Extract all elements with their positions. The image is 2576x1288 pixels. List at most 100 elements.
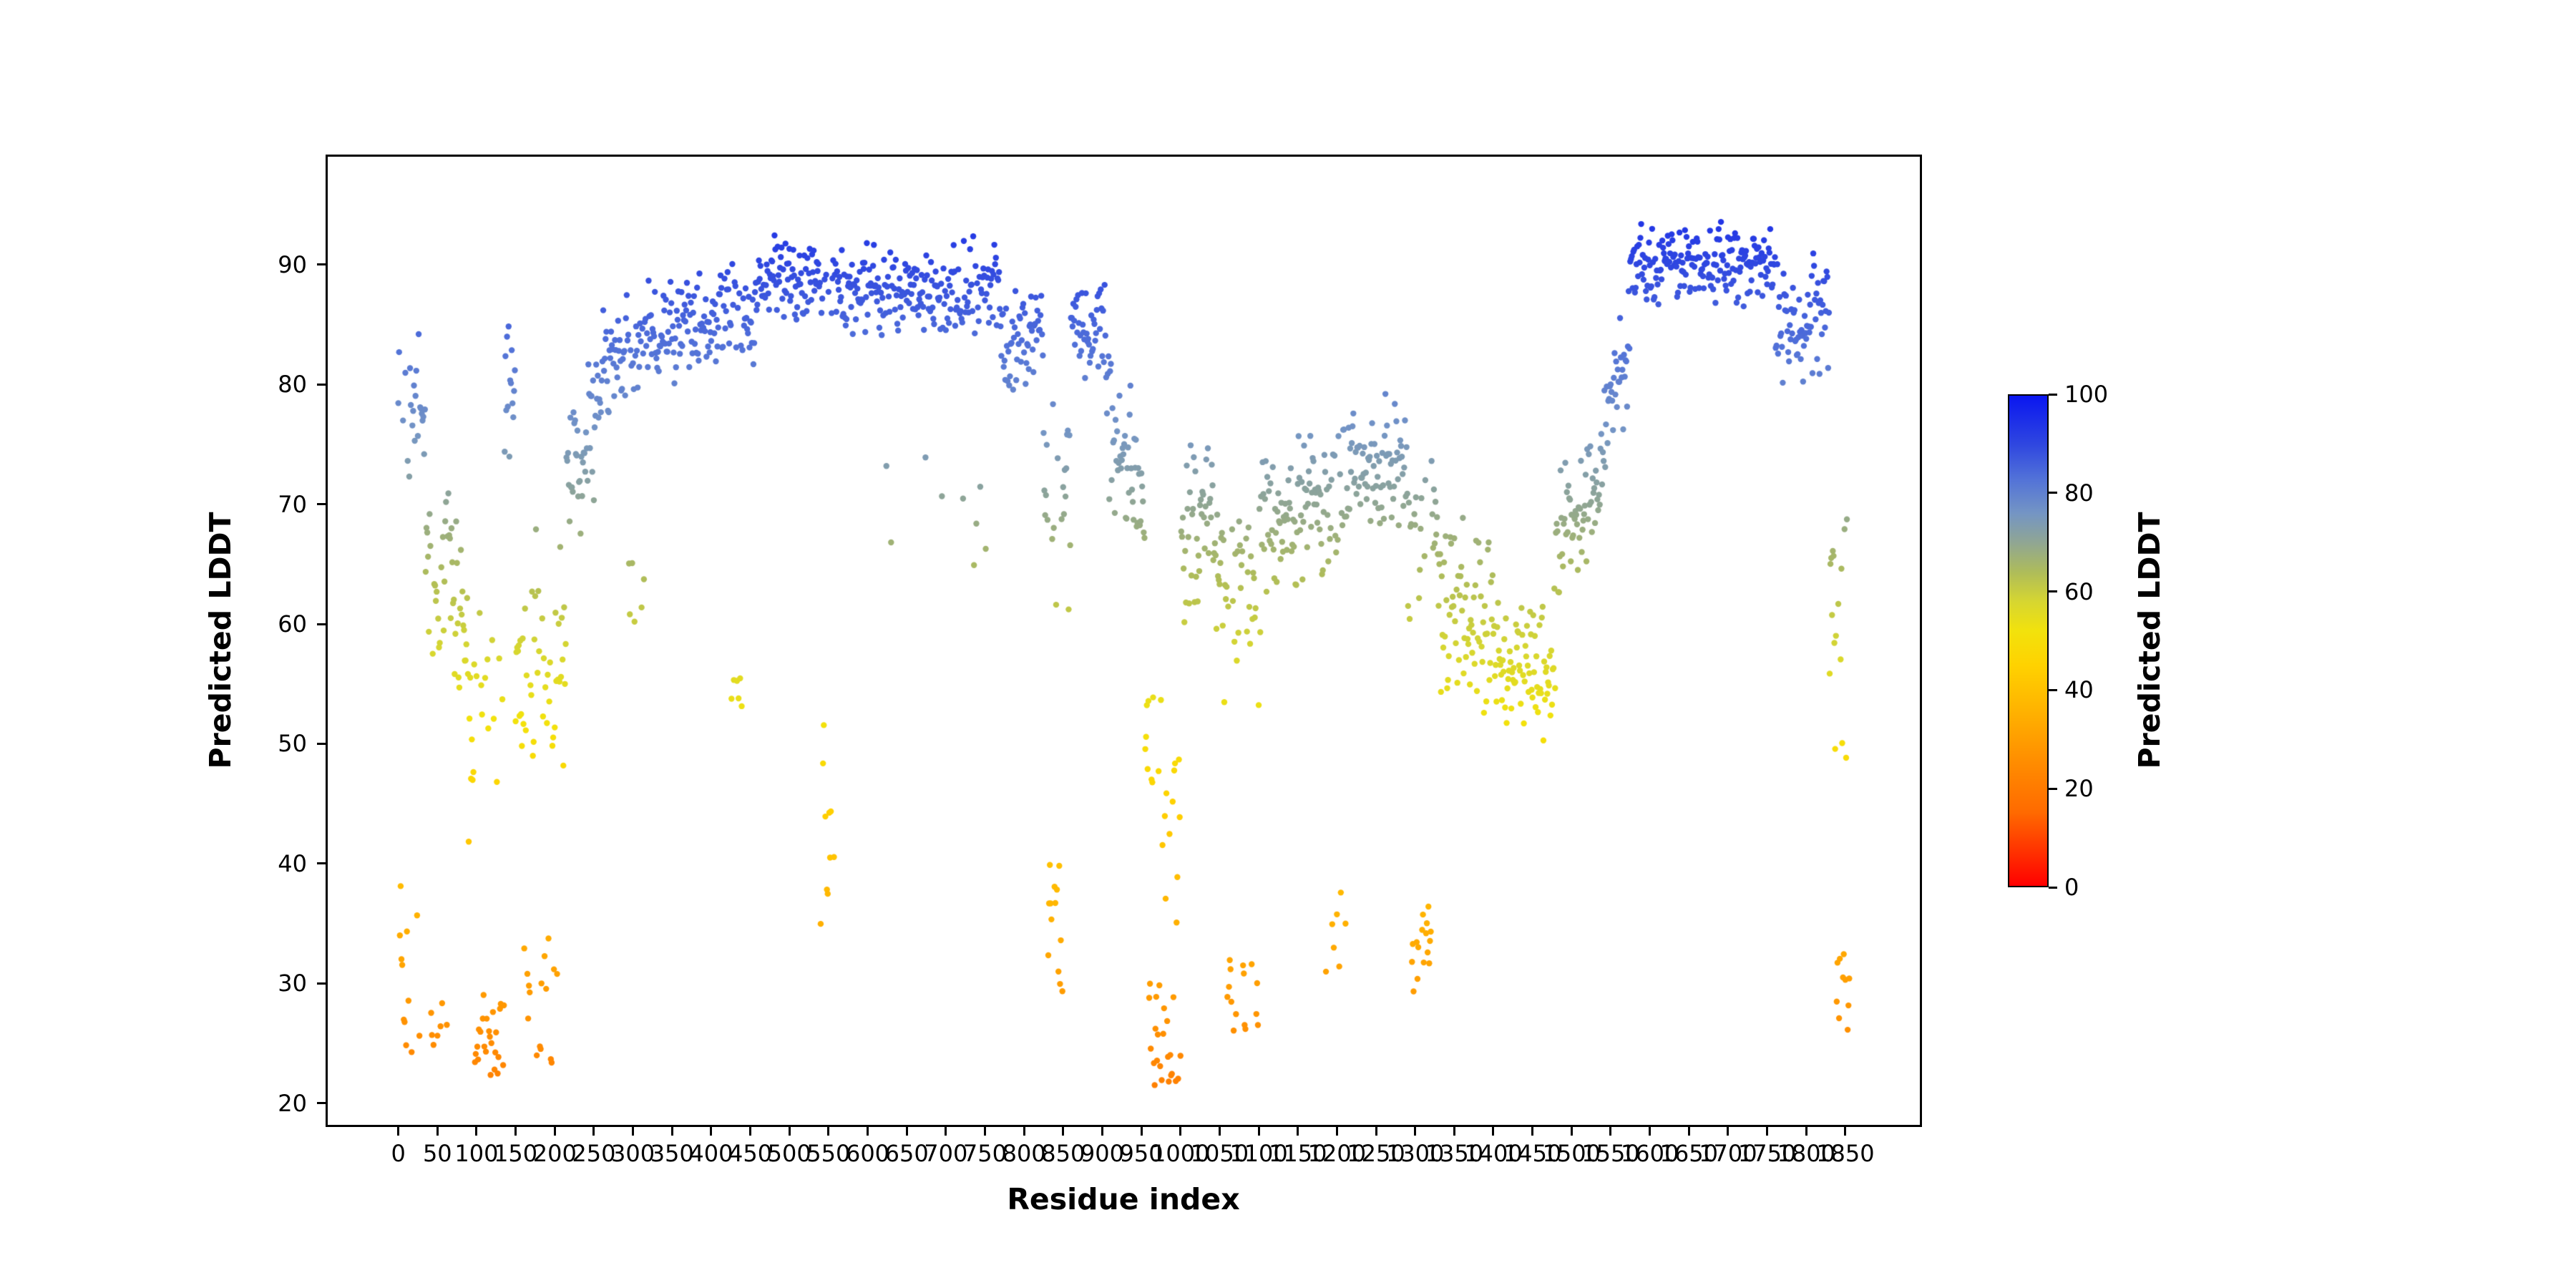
x-tick-label: 400: [689, 1140, 733, 1167]
colorbar-tick-mark: [2049, 590, 2057, 593]
x-tick-label: 1150: [1268, 1140, 1327, 1167]
x-tick-label: 1650: [1659, 1140, 1718, 1167]
x-tick-mark: [1062, 1127, 1065, 1136]
x-tick-label: 1700: [1699, 1140, 1757, 1167]
x-tick-label: 50: [422, 1140, 452, 1167]
x-tick-mark: [1375, 1127, 1377, 1136]
x-tick-label: 1100: [1229, 1140, 1288, 1167]
x-tick-mark: [1218, 1127, 1221, 1136]
x-tick-label: 1050: [1190, 1140, 1249, 1167]
y-tick-mark: [317, 1102, 326, 1105]
y-tick-mark: [317, 862, 326, 865]
y-tick-label: 40: [278, 849, 307, 877]
x-axis-label: Residue index: [1007, 1182, 1240, 1216]
x-tick-label: 1750: [1737, 1140, 1797, 1167]
y-tick-mark: [317, 263, 326, 266]
x-tick-label: 1400: [1464, 1140, 1523, 1167]
x-tick-mark: [1727, 1127, 1729, 1136]
y-tick-mark: [317, 982, 326, 985]
x-tick-label: 500: [767, 1140, 811, 1167]
x-tick-label: 1500: [1542, 1140, 1601, 1167]
x-tick-label: 1350: [1425, 1140, 1484, 1167]
x-tick-label: 900: [1080, 1140, 1124, 1167]
x-tick-mark: [1649, 1127, 1652, 1136]
x-tick-mark: [475, 1127, 478, 1136]
colorbar-tick-mark: [2049, 787, 2057, 790]
x-tick-mark: [788, 1127, 791, 1136]
y-tick-label: 60: [278, 610, 307, 638]
x-tick-mark: [670, 1127, 673, 1136]
x-tick-mark: [1179, 1127, 1182, 1136]
colorbar-tick-mark: [2049, 492, 2057, 494]
y-tick-label: 20: [278, 1089, 307, 1117]
x-tick-label: 1300: [1385, 1140, 1445, 1167]
colorbar-tick-label: 40: [2064, 676, 2094, 704]
x-tick-label: 550: [806, 1140, 851, 1167]
x-tick-label: 650: [884, 1140, 929, 1167]
x-tick-label: 1850: [1816, 1140, 1875, 1167]
y-tick-mark: [317, 383, 326, 386]
x-tick-mark: [397, 1127, 400, 1136]
x-tick-label: 750: [962, 1140, 1008, 1167]
colorbar-tick-mark: [2049, 886, 2057, 889]
colorbar-tick-label: 100: [2064, 381, 2109, 408]
x-tick-mark: [1257, 1127, 1260, 1136]
colorbar-tick-label: 60: [2064, 577, 2094, 605]
y-tick-mark: [317, 623, 326, 625]
x-tick-mark: [945, 1127, 947, 1136]
x-tick-label: 450: [728, 1140, 773, 1167]
x-tick-label: 150: [494, 1140, 538, 1167]
x-tick-label: 250: [572, 1140, 616, 1167]
x-tick-label: 700: [924, 1140, 968, 1167]
y-tick-mark: [317, 742, 326, 745]
x-tick-label: 0: [391, 1140, 406, 1167]
x-tick-label: 300: [611, 1140, 655, 1167]
x-tick-label: 1550: [1581, 1140, 1640, 1167]
x-tick-mark: [710, 1127, 713, 1136]
x-tick-label: 950: [1119, 1140, 1163, 1167]
y-tick-label: 90: [278, 250, 307, 278]
x-tick-label: 1000: [1151, 1140, 1210, 1167]
x-tick-mark: [1570, 1127, 1573, 1136]
x-tick-mark: [1687, 1127, 1690, 1136]
colorbar-tick-label: 80: [2064, 479, 2094, 507]
y-tick-label: 30: [278, 970, 307, 997]
y-tick-label: 50: [278, 730, 307, 758]
x-tick-mark: [1140, 1127, 1143, 1136]
x-tick-mark: [1101, 1127, 1103, 1136]
x-tick-label: 600: [845, 1140, 890, 1167]
x-tick-mark: [1023, 1127, 1025, 1136]
x-tick-label: 1600: [1620, 1140, 1679, 1167]
x-tick-mark: [1414, 1127, 1417, 1136]
colorbar-tick-label: 20: [2064, 775, 2094, 803]
x-tick-mark: [436, 1127, 439, 1136]
x-tick-label: 350: [650, 1140, 694, 1167]
colorbar-tick-label: 0: [2064, 874, 2079, 901]
x-tick-label: 200: [532, 1140, 577, 1167]
colorbar-gradient: [2008, 394, 2049, 887]
x-tick-mark: [905, 1127, 908, 1136]
x-tick-mark: [1297, 1127, 1299, 1136]
x-tick-mark: [1609, 1127, 1612, 1136]
colorbar-label: Predicted LDDT: [2132, 512, 2167, 769]
x-tick-mark: [1453, 1127, 1455, 1136]
x-tick-label: 1200: [1307, 1140, 1367, 1167]
x-tick-mark: [1492, 1127, 1495, 1136]
x-tick-mark: [867, 1127, 869, 1136]
x-tick-label: 800: [1002, 1140, 1046, 1167]
y-tick-label: 70: [278, 490, 307, 518]
x-tick-label: 1450: [1503, 1140, 1562, 1167]
y-tick-label: 80: [278, 371, 307, 399]
x-tick-mark: [827, 1127, 830, 1136]
x-tick-mark: [632, 1127, 635, 1136]
x-tick-mark: [749, 1127, 752, 1136]
x-tick-label: 1800: [1777, 1140, 1835, 1167]
x-tick-label: 1250: [1347, 1140, 1405, 1167]
x-tick-mark: [1335, 1127, 1338, 1136]
x-tick-label: 100: [454, 1140, 499, 1167]
colorbar-tick-mark: [2049, 688, 2057, 691]
x-tick-mark: [983, 1127, 986, 1136]
x-tick-mark: [1766, 1127, 1769, 1136]
x-tick-mark: [592, 1127, 595, 1136]
